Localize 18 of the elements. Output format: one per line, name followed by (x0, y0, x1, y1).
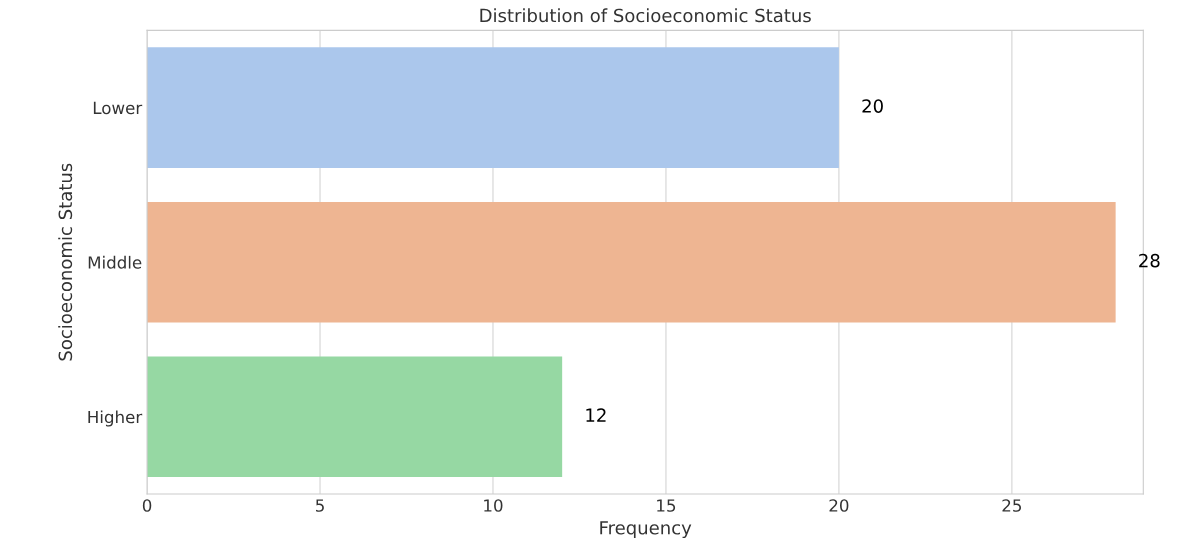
x-tick-label: 25 (1002, 499, 1021, 512)
y-axis-title: Socioeconomic Status (58, 163, 73, 361)
bar (147, 356, 563, 478)
data-label: 28 (1139, 253, 1160, 268)
x-tick-label: 15 (657, 499, 676, 512)
x-tick-label: 10 (484, 499, 503, 512)
data-label: 20 (862, 99, 883, 113)
x-tick-label: 0 (142, 499, 152, 512)
y-tick-label: Middle (88, 255, 142, 269)
x-tick-label: 5 (316, 499, 324, 512)
x-tick-label: 20 (829, 499, 849, 512)
x-axis-title: Frequency (600, 521, 692, 539)
chart-title: Distribution of Socioeconomic Status (480, 8, 811, 23)
y-tick-label: Higher (88, 410, 143, 427)
bar (147, 201, 1116, 323)
data-label: 12 (586, 408, 606, 422)
y-tick-label: Lower (93, 101, 143, 115)
bar (147, 47, 839, 168)
